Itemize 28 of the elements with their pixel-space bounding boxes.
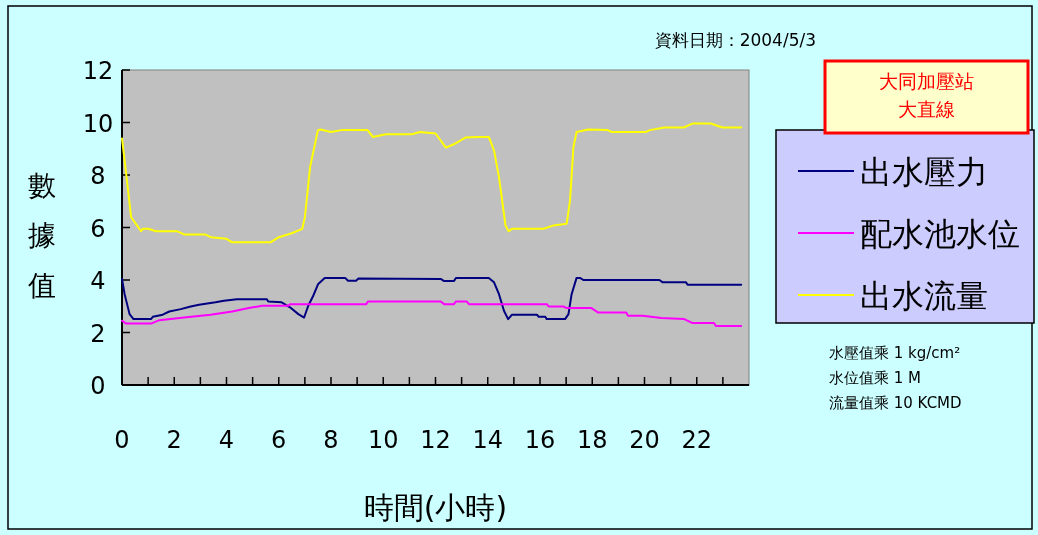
x-tick-label: 2 xyxy=(166,426,182,454)
x-tick-label: 8 xyxy=(323,426,339,454)
text: 流量值乘 10 KCMD xyxy=(829,394,962,412)
y-tick-label: 2 xyxy=(90,319,106,348)
x-tick-label: 20 xyxy=(629,426,660,454)
x-tick-label: 14 xyxy=(472,426,504,454)
y-tick-label: 6 xyxy=(90,214,106,243)
y-tick-label: 4 xyxy=(90,267,106,295)
y-axis-title: 數據值 xyxy=(28,169,56,302)
x-axis-title: 時間(小時) xyxy=(363,490,508,525)
x-tick-label: 16 xyxy=(524,426,556,454)
y-tick-label: 0 xyxy=(90,372,106,400)
text: 資料日期：2004/5/3 xyxy=(654,30,816,50)
legend-label: 配水池水位 xyxy=(860,215,1020,253)
y-tick-label: 10 xyxy=(82,109,114,138)
x-tick-label: 12 xyxy=(420,426,451,454)
legend-label: 出水壓力 xyxy=(860,153,988,191)
x-tick-label: 6 xyxy=(271,426,287,454)
legend-label: 出水流量 xyxy=(860,277,988,315)
x-tick-label: 18 xyxy=(576,426,608,454)
x-tick-label: 4 xyxy=(218,426,235,454)
title: 大同加壓站 大直線 xyxy=(823,59,1030,135)
y-tick-label: 8 xyxy=(90,162,106,190)
x-tick-label: 10 xyxy=(367,426,399,454)
y-tick-label: 12 xyxy=(82,57,114,85)
text: 水位值乘 1 M xyxy=(829,369,922,387)
text: 水壓值乘 1 kg/cm² xyxy=(829,344,961,362)
x-tick-label: 22 xyxy=(681,426,713,454)
